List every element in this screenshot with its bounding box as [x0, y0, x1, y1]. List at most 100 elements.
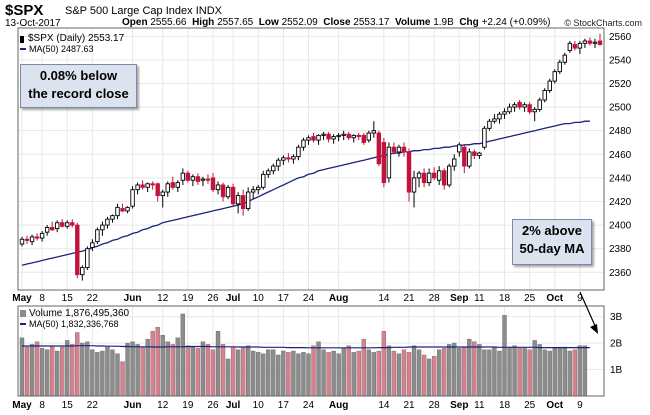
- candle: [366, 130, 372, 143]
- volume-bar: [286, 352, 291, 397]
- candle-body: [411, 177, 417, 193]
- volume-bar: [376, 350, 382, 397]
- candle-body: [572, 44, 578, 49]
- volume-date-label: 14: [378, 400, 390, 411]
- volume-date-label: 15: [62, 400, 74, 411]
- candle-body: [245, 191, 251, 210]
- candle-body: [155, 183, 160, 197]
- volume-bar: [24, 346, 30, 397]
- candle-body: [532, 108, 537, 113]
- volume-ma-legend-text: MA(50) 1,832,336,768: [29, 319, 119, 329]
- price-date-label: Sep: [450, 293, 468, 304]
- volume-bar: [65, 340, 70, 397]
- price-date-label: Oct: [546, 293, 563, 304]
- candle: [381, 137, 387, 188]
- candle: [562, 52, 568, 65]
- volume-bar: [421, 354, 427, 397]
- candle: [240, 189, 246, 216]
- candle-body: [115, 206, 120, 217]
- candle-body: [492, 118, 497, 122]
- candle-body: [80, 267, 85, 276]
- volume-bar: [190, 346, 196, 397]
- candle-body: [447, 165, 452, 186]
- candle: [426, 168, 432, 187]
- candle: [210, 173, 216, 193]
- candle-body: [29, 236, 35, 243]
- volume-bar: [447, 344, 452, 397]
- candle-body: [441, 170, 447, 186]
- symbol-title: $SPX: [5, 2, 44, 19]
- candle-body: [406, 151, 412, 193]
- candle: [346, 131, 351, 141]
- volume-bar: [537, 344, 542, 397]
- volume-bar: [70, 344, 75, 397]
- candle-body: [49, 227, 55, 231]
- candle-body: [286, 157, 291, 160]
- volume-ma-legend: MA(50) 1,832,336,768: [20, 319, 119, 329]
- candle: [190, 174, 196, 187]
- volume-bar: [512, 345, 517, 397]
- candle-body: [85, 248, 90, 269]
- volume-bar: [140, 346, 145, 397]
- volume-bar: [95, 352, 100, 397]
- stockcharts-watermark: © StockCharts.com: [564, 18, 642, 28]
- candle: [356, 133, 361, 141]
- volume-bar: [542, 349, 547, 397]
- candle-body: [316, 134, 321, 141]
- candle: [472, 149, 477, 159]
- candle: [245, 187, 251, 211]
- price-tick-label: 2520: [609, 79, 632, 90]
- candle-body: [135, 184, 140, 191]
- volume-bar: [266, 349, 271, 397]
- volume-bar: [185, 345, 191, 397]
- candle: [492, 114, 497, 124]
- volume-date-label: 22: [87, 400, 99, 411]
- candle-body: [487, 120, 492, 129]
- candle: [477, 151, 482, 159]
- volume-bar: [145, 338, 150, 397]
- candle-body: [542, 90, 547, 101]
- volume-bar: [547, 350, 552, 397]
- volume-bar: [336, 353, 341, 397]
- volume-tick-label: 1B: [610, 365, 623, 376]
- candle: [85, 246, 90, 270]
- volume-bar: [457, 348, 462, 397]
- candle-body: [44, 227, 50, 233]
- candle-body: [366, 132, 372, 141]
- candle: [90, 239, 95, 252]
- candle-body: [125, 206, 130, 212]
- candle-body: [250, 189, 256, 193]
- candle: [266, 168, 271, 178]
- candle: [261, 170, 266, 190]
- ma-legend: MA(50) 2487.63: [20, 44, 94, 54]
- volume-bar: [562, 346, 567, 397]
- candle: [537, 97, 542, 112]
- candle: [441, 168, 447, 190]
- candle: [577, 40, 583, 54]
- volume-date-label: Aug: [329, 400, 348, 411]
- volume-date-label: 12: [157, 400, 169, 411]
- volume-bar: [281, 350, 286, 397]
- close-label: Close: [323, 17, 351, 28]
- candle: [497, 111, 502, 124]
- volume-bar: [44, 349, 50, 397]
- candle: [462, 144, 467, 174]
- candle-body: [497, 113, 502, 120]
- volume-bar: [557, 346, 562, 397]
- price-date-label: 18: [499, 293, 511, 304]
- candle: [271, 163, 276, 175]
- candle-body: [507, 106, 512, 113]
- candle-body: [296, 146, 301, 158]
- volume-bar: [316, 341, 321, 397]
- volume-bar: [49, 345, 55, 397]
- volume-bar: [291, 350, 296, 397]
- price-date-label: Jun: [124, 293, 142, 304]
- candle-body: [431, 172, 437, 179]
- price-date-label: Aug: [329, 293, 348, 304]
- callout-above-ma: 2% above 50-day MA: [512, 219, 592, 265]
- candle: [396, 144, 402, 157]
- volume-bar: [180, 313, 185, 397]
- volume-bar: [261, 353, 266, 397]
- price-tick-label: 2360: [609, 268, 632, 279]
- candle-body: [321, 133, 326, 136]
